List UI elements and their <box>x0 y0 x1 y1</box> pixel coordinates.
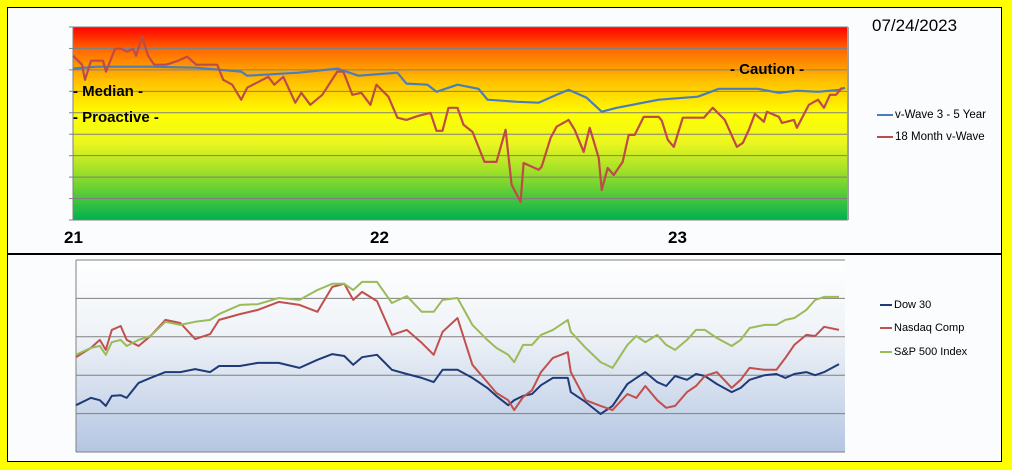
date-label: 07/24/2023 <box>872 16 958 35</box>
legend-swatch <box>880 327 892 329</box>
series-line-dow-30 <box>75 353 840 415</box>
legend-item: v-Wave 3 - 5 Year <box>877 109 986 121</box>
legend-label: S&P 500 Index <box>894 346 968 358</box>
legend-swatch <box>877 136 893 138</box>
legend-item: 18 Month v-Wave <box>877 131 985 143</box>
legend-item: S&P 500 Index <box>880 346 967 358</box>
x-tick-label: 23 <box>668 228 687 247</box>
panel-divider <box>7 253 1002 255</box>
zone-label-proactive: - Proactive - <box>73 109 159 126</box>
legend-label: v-Wave 3 - 5 Year <box>895 109 986 121</box>
series-line-v-wave-3-5-year <box>72 65 846 113</box>
legend-item: Dow 30 <box>880 299 931 311</box>
plot-area <box>73 27 848 220</box>
legend-item: Nasdaq Comp <box>880 322 964 334</box>
zone-label-caution: - Caution - <box>730 61 805 78</box>
zone-label-median: - Median - <box>73 83 143 100</box>
legend-label: Nasdaq Comp <box>894 322 965 334</box>
series-line-18-month-v-wave <box>72 35 843 204</box>
legend-label: 18 Month v-Wave <box>895 131 985 143</box>
legend-swatch <box>880 351 892 353</box>
legend-label: Dow 30 <box>894 299 932 311</box>
x-tick-label: 21 <box>64 228 83 247</box>
series-line-nasdaq-comp <box>75 282 840 412</box>
legend-swatch <box>877 114 893 116</box>
plot-area <box>76 260 845 452</box>
series-line-s-p-500-index <box>75 280 839 369</box>
x-tick-label: 22 <box>370 228 389 247</box>
legend-swatch <box>880 304 892 306</box>
